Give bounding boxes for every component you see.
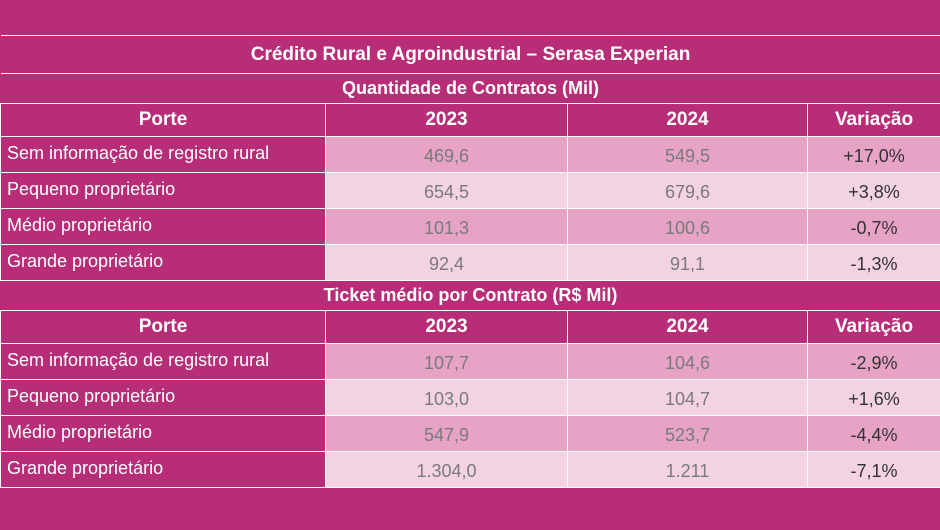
header-2023: 2023 xyxy=(325,310,568,344)
section-title-row: Ticket médio por Contrato (R$ Mil) xyxy=(0,280,940,311)
value-2023: 107,7 xyxy=(325,343,568,380)
row-label: Médio proprietário xyxy=(0,415,326,452)
table-row: Grande proprietário 92,4 91,1 -1,3% xyxy=(0,244,940,281)
header-row: Porte 2023 2024 Variação xyxy=(0,103,940,137)
value-variacao: +17,0% xyxy=(806,136,940,173)
header-porte: Porte xyxy=(0,103,326,137)
value-2023: 92,4 xyxy=(325,244,568,281)
value-variacao: -2,9% xyxy=(806,343,940,380)
value-variacao: -4,4% xyxy=(806,415,940,452)
row-label: Grande proprietário xyxy=(0,451,326,488)
header-variacao: Variação xyxy=(806,310,940,344)
table-row: Médio proprietário 101,3 100,6 -0,7% xyxy=(0,208,940,245)
header-2024: 2024 xyxy=(567,310,808,344)
value-2024: 679,6 xyxy=(567,172,808,209)
value-2023: 103,0 xyxy=(325,379,568,416)
value-2024: 104,7 xyxy=(567,379,808,416)
table-row: Pequeno proprietário 103,0 104,7 +1,6% xyxy=(0,379,940,416)
value-variacao: +1,6% xyxy=(806,379,940,416)
table-row: Grande proprietário 1.304,0 1.211 -7,1% xyxy=(0,451,940,488)
section-title: Quantidade de Contratos (Mil) xyxy=(0,73,940,104)
value-2024: 100,6 xyxy=(567,208,808,245)
header-variacao: Variação xyxy=(806,103,940,137)
section-title: Ticket médio por Contrato (R$ Mil) xyxy=(0,280,940,311)
row-label: Pequeno proprietário xyxy=(0,172,326,209)
table-title-row: Crédito Rural e Agroindustrial – Serasa … xyxy=(0,35,940,74)
row-label: Sem informação de registro rural xyxy=(0,136,326,173)
value-2024: 104,6 xyxy=(567,343,808,380)
value-variacao: -1,3% xyxy=(806,244,940,281)
section-title-row: Quantidade de Contratos (Mil) xyxy=(0,73,940,104)
value-2024: 1.211 xyxy=(567,451,808,488)
header-2023: 2023 xyxy=(325,103,568,137)
value-variacao: -7,1% xyxy=(806,451,940,488)
value-2023: 547,9 xyxy=(325,415,568,452)
row-label: Grande proprietário xyxy=(0,244,326,281)
credit-table: Crédito Rural e Agroindustrial – Serasa … xyxy=(0,35,940,488)
value-2024: 549,5 xyxy=(567,136,808,173)
row-label: Pequeno proprietário xyxy=(0,379,326,416)
row-label: Médio proprietário xyxy=(0,208,326,245)
value-2024: 523,7 xyxy=(567,415,808,452)
value-variacao: -0,7% xyxy=(806,208,940,245)
header-porte: Porte xyxy=(0,310,326,344)
value-2023: 654,5 xyxy=(325,172,568,209)
value-2023: 469,6 xyxy=(325,136,568,173)
value-variacao: +3,8% xyxy=(806,172,940,209)
table-row: Pequeno proprietário 654,5 679,6 +3,8% xyxy=(0,172,940,209)
table-row: Médio proprietário 547,9 523,7 -4,4% xyxy=(0,415,940,452)
value-2024: 91,1 xyxy=(567,244,808,281)
header-2024: 2024 xyxy=(567,103,808,137)
table-title: Crédito Rural e Agroindustrial – Serasa … xyxy=(0,35,940,74)
value-2023: 1.304,0 xyxy=(325,451,568,488)
value-2023: 101,3 xyxy=(325,208,568,245)
table-row: Sem informação de registro rural 469,6 5… xyxy=(0,136,940,173)
header-row: Porte 2023 2024 Variação xyxy=(0,310,940,344)
row-label: Sem informação de registro rural xyxy=(0,343,326,380)
table-row: Sem informação de registro rural 107,7 1… xyxy=(0,343,940,380)
